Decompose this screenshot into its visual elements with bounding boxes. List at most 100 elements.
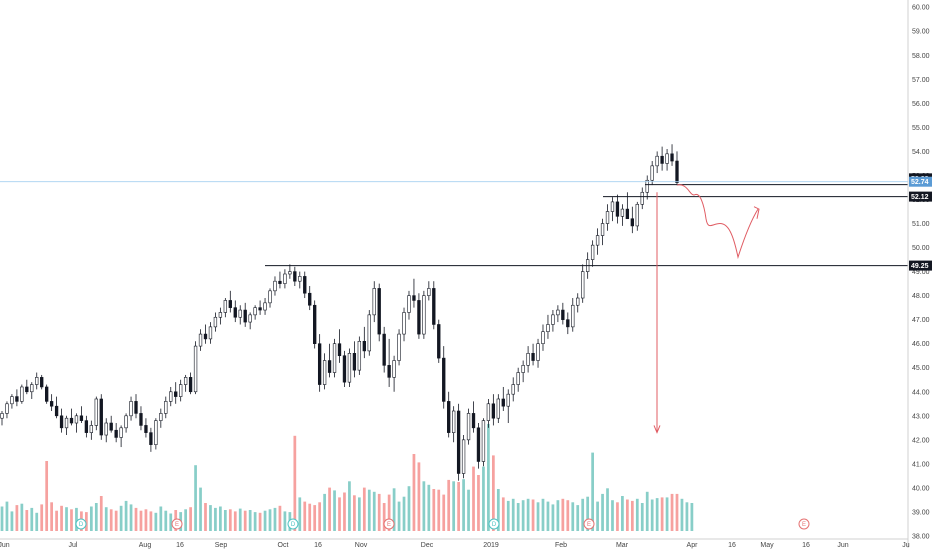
- event-marker[interactable]: [488, 518, 500, 530]
- volume-bar: [164, 510, 168, 531]
- candle-body: [342, 355, 347, 383]
- candle-body: [45, 386, 49, 402]
- candle-body: [576, 297, 580, 306]
- candle-body: [283, 273, 287, 284]
- volume-bar: [139, 510, 143, 531]
- candle-body: [114, 429, 118, 438]
- candle-body: [417, 300, 421, 335]
- event-marker[interactable]: [583, 518, 595, 530]
- candle-body: [461, 439, 466, 474]
- candle-body: [233, 307, 237, 318]
- candle-body: [481, 420, 486, 462]
- volume-bar: [204, 503, 207, 531]
- event-marker[interactable]: [383, 518, 395, 530]
- price-tick-label: 47.00: [912, 317, 930, 324]
- candle-body: [159, 413, 163, 421]
- volume-bar: [119, 505, 123, 531]
- candle-body: [35, 377, 39, 385]
- time-tick-label: Feb: [555, 542, 567, 549]
- candle-body: [332, 343, 337, 373]
- volume-bar: [323, 493, 326, 531]
- candle-body: [506, 393, 510, 407]
- volume-bar: [258, 512, 262, 531]
- candle-body: [322, 360, 327, 385]
- event-marker[interactable]: [798, 518, 810, 530]
- candle-body: [392, 360, 396, 378]
- price-tag[interactable]: [909, 191, 932, 202]
- volume-bar: [89, 506, 93, 531]
- price-tick-label: 40.00: [912, 485, 930, 492]
- event-marker-label: E: [387, 522, 391, 528]
- candle-body: [40, 377, 44, 388]
- candle-body: [660, 155, 664, 164]
- candle-body: [521, 365, 525, 373]
- candle-body: [263, 302, 267, 311]
- volume-bar: [616, 502, 619, 531]
- volume-bar: [293, 435, 297, 531]
- price-tick-label: 42.00: [912, 437, 930, 444]
- candle-body: [5, 403, 9, 414]
- volume-bar: [99, 496, 103, 531]
- candle-body: [49, 401, 54, 407]
- volume-bar: [238, 508, 242, 531]
- price-tick-label: 49.00: [912, 269, 930, 276]
- candle-body: [605, 211, 610, 224]
- volume-bar: [536, 502, 540, 531]
- candle-body: [308, 292, 312, 306]
- time-tick-label: Oct: [278, 542, 289, 549]
- candle-body: [556, 309, 560, 316]
- candle-body: [298, 276, 302, 282]
- volume-bar: [402, 496, 406, 531]
- volume-bar: [228, 509, 232, 531]
- volume-bar: [273, 507, 277, 531]
- volume-bar: [159, 506, 163, 531]
- candle-body: [456, 410, 461, 474]
- candle-body: [74, 415, 79, 424]
- event-marker[interactable]: [171, 518, 183, 530]
- drawings: [0, 181, 908, 434]
- volume-bar: [144, 509, 148, 531]
- candle-body: [536, 343, 540, 361]
- volume-bar: [15, 505, 19, 531]
- projection-curve[interactable]: [676, 184, 759, 260]
- candle-body: [198, 333, 203, 347]
- price-tick-label: 46.00: [912, 341, 930, 348]
- candle-body: [174, 391, 178, 397]
- volume-bar: [596, 501, 599, 531]
- volume-bar: [377, 493, 381, 531]
- volume-bar: [427, 484, 431, 531]
- candle-body: [25, 386, 29, 393]
- volume-bar: [412, 454, 416, 531]
- volume-bar: [482, 466, 485, 531]
- candle-body: [278, 280, 282, 284]
- volume-bar: [104, 507, 108, 531]
- candle-body: [516, 372, 520, 385]
- volume-bar: [422, 481, 426, 531]
- volume-bar: [70, 509, 73, 531]
- volume-bar: [233, 511, 237, 531]
- volume-bar: [253, 512, 257, 531]
- candle-body: [337, 343, 342, 357]
- price-tag-label: 49.25: [911, 263, 929, 270]
- volume-bar: [521, 500, 525, 531]
- volume-bar: [194, 465, 197, 531]
- event-marker[interactable]: [287, 518, 299, 530]
- volume-bar: [601, 493, 604, 531]
- price-tick-label: 51.00: [912, 221, 930, 228]
- volume-bar: [129, 504, 133, 531]
- candle-body: [129, 401, 133, 417]
- volume-bar: [442, 494, 446, 531]
- time-tick-label: Jun: [0, 542, 10, 549]
- volume-bar: [437, 489, 441, 531]
- candle-body: [372, 288, 376, 316]
- time-tick-label: Dec: [421, 542, 434, 549]
- candle-body: [665, 153, 669, 164]
- volume-bar: [407, 486, 411, 531]
- price-tag[interactable]: [909, 176, 932, 187]
- volume-bar: [214, 507, 217, 531]
- candle-body: [581, 271, 585, 299]
- volume-bar: [209, 505, 212, 531]
- price-tag[interactable]: [909, 260, 932, 271]
- event-marker[interactable]: [75, 518, 87, 530]
